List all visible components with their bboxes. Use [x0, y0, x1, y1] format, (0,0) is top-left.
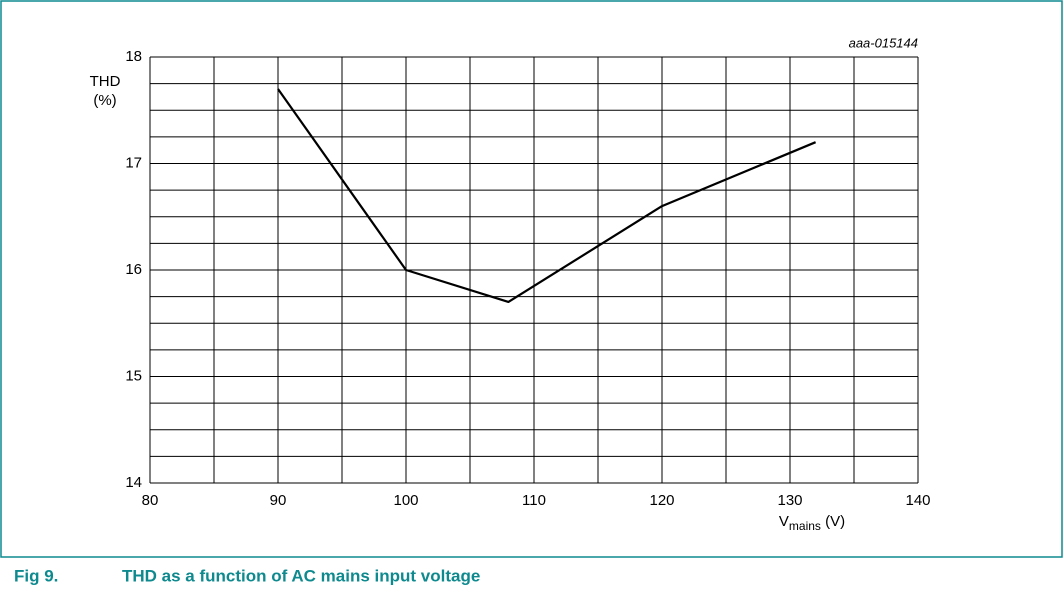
x-axis-label-main: V: [779, 513, 789, 530]
y-axis-label: THD: [90, 73, 121, 90]
x-tick-label: 90: [270, 492, 287, 509]
x-axis-label-unit: (V): [821, 513, 845, 530]
figure-label: Fig 9.: [14, 566, 58, 585]
x-tick-label: 100: [393, 492, 418, 509]
y-tick-label: 16: [125, 261, 142, 278]
y-tick-label: 15: [125, 367, 142, 384]
x-axis-label-sub: mains: [789, 519, 821, 533]
y-tick-label: 18: [125, 48, 142, 65]
figure-caption: THD as a function of AC mains input volt…: [122, 566, 480, 585]
x-axis-label: Vmains (V): [779, 513, 845, 533]
x-tick-label: 120: [649, 492, 674, 509]
y-tick-label: 17: [125, 154, 142, 171]
x-tick-label: 110: [522, 492, 546, 509]
figure-code: aaa-015144: [849, 35, 918, 50]
frame: [0, 0, 1063, 558]
x-tick-label: 140: [905, 492, 930, 509]
y-axis-label: (%): [93, 92, 116, 109]
y-tick-label: 14: [125, 474, 142, 491]
x-tick-label: 80: [142, 492, 159, 509]
x-tick-label: 130: [777, 492, 802, 509]
data-line: [277, 88, 817, 304]
